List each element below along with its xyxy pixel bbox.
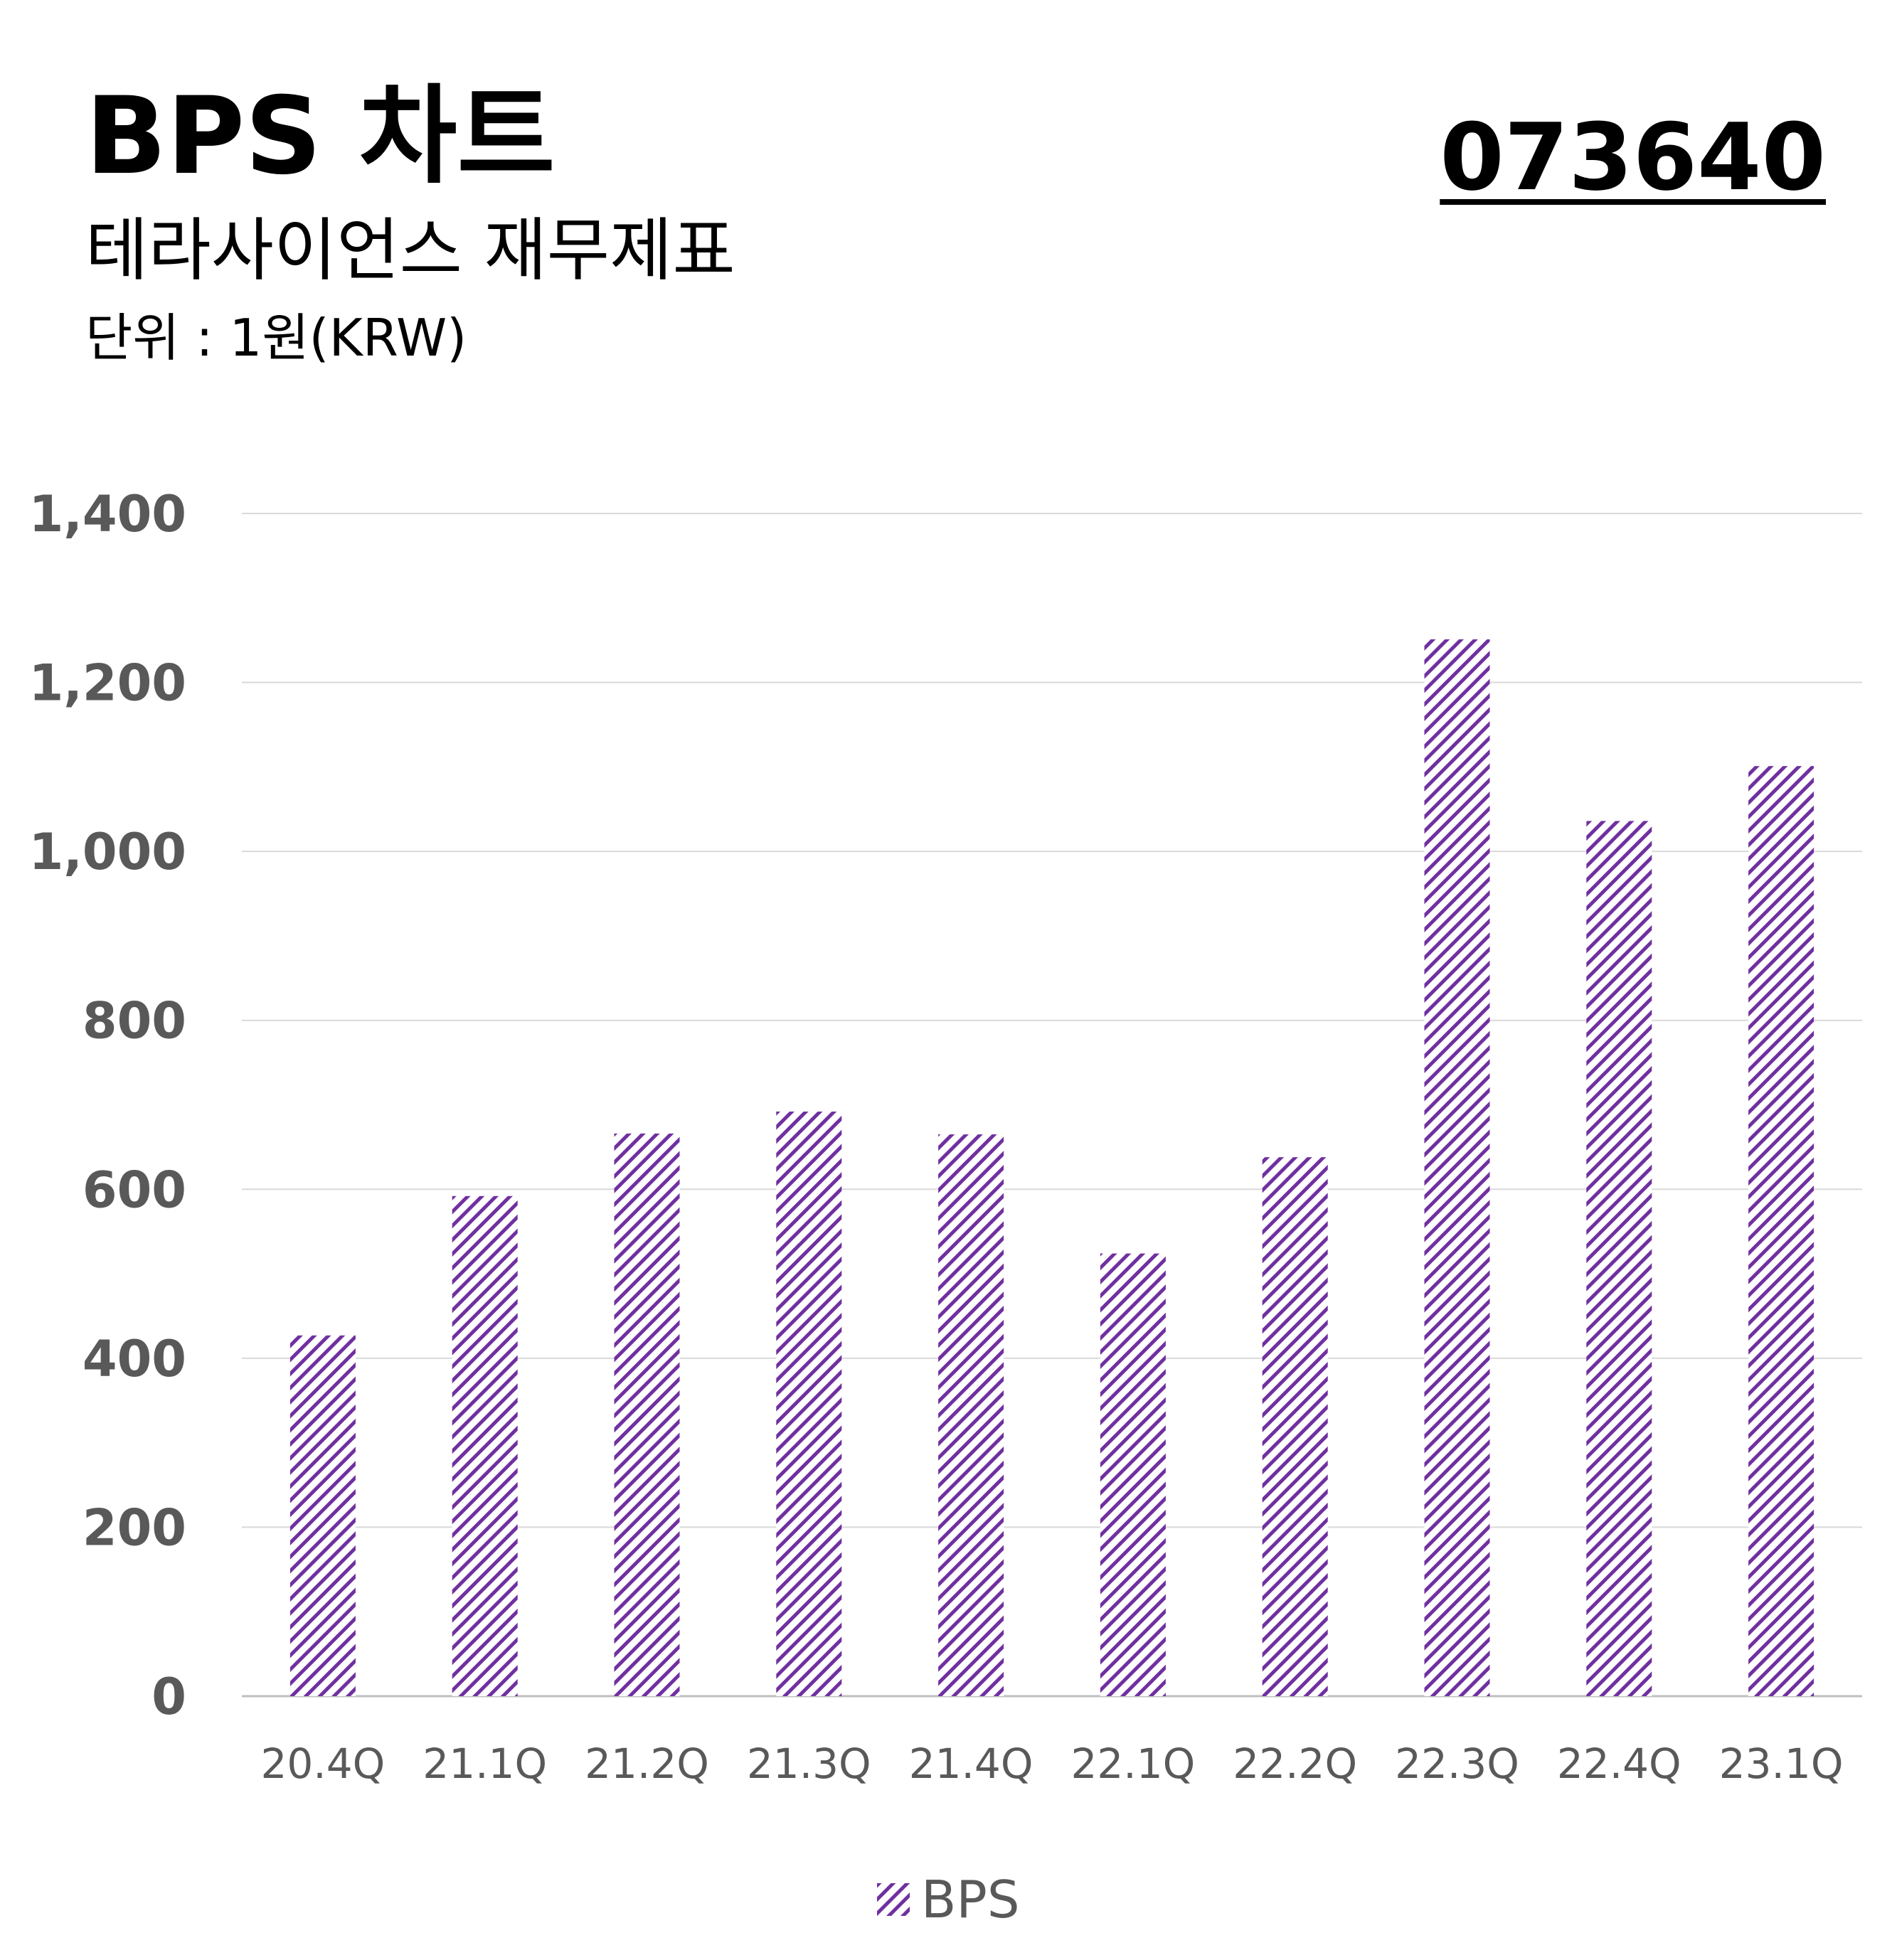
chart-title: BPS 차트: [85, 75, 556, 198]
bar: [938, 1134, 1004, 1696]
bar: [452, 1195, 518, 1696]
y-tick-label: 1,400: [29, 485, 186, 543]
y-tick-label: 200: [83, 1498, 186, 1557]
y-tick-label: 1,000: [29, 823, 186, 881]
bar: [1748, 766, 1814, 1696]
x-tick-label: 22.4Q: [1557, 1740, 1681, 1788]
x-axis-ticks: 20.4Q 21.1Q 21.2Q 21.3Q 21.4Q 22.1Q 22.2Q 22.3Q…: [261, 1740, 1844, 1788]
y-tick-label: 600: [83, 1161, 186, 1219]
x-tick-label: 20.4Q: [261, 1740, 386, 1788]
chart-subtitle: 테라사이언스 재무제표: [85, 211, 735, 290]
bar: [1262, 1157, 1328, 1696]
y-axis-ticks: 0 200 400 600 800 1,000 1,200 1,400: [29, 485, 186, 1726]
bar: [289, 1335, 356, 1696]
y-tick-label: 1,200: [29, 654, 186, 713]
bar: [1586, 821, 1652, 1696]
legend: BPS: [877, 1870, 1020, 1929]
y-tick-label: 800: [83, 992, 186, 1050]
legend-label-bps: BPS: [921, 1870, 1020, 1929]
x-tick-label: 21.2Q: [585, 1740, 709, 1788]
stock-code: 073640: [1440, 103, 1826, 211]
legend-swatch: [877, 1883, 910, 1916]
bars: [289, 639, 1814, 1696]
x-tick-label: 22.1Q: [1071, 1740, 1196, 1788]
x-tick-label: 21.1Q: [423, 1740, 547, 1788]
x-tick-label: 22.2Q: [1233, 1740, 1357, 1788]
unit-label: 단위 : 1원(KRW): [85, 308, 467, 368]
x-tick-label: 22.3Q: [1395, 1740, 1519, 1788]
bar: [1424, 639, 1490, 1696]
bar: [1100, 1253, 1166, 1696]
x-tick-label: 21.3Q: [747, 1740, 871, 1788]
x-tick-label: 23.1Q: [1719, 1740, 1844, 1788]
bar: [614, 1133, 680, 1696]
y-tick-label: 400: [83, 1330, 186, 1388]
x-tick-label: 21.4Q: [909, 1740, 1033, 1788]
bar: [776, 1112, 842, 1696]
y-tick-label: 0: [152, 1668, 186, 1726]
